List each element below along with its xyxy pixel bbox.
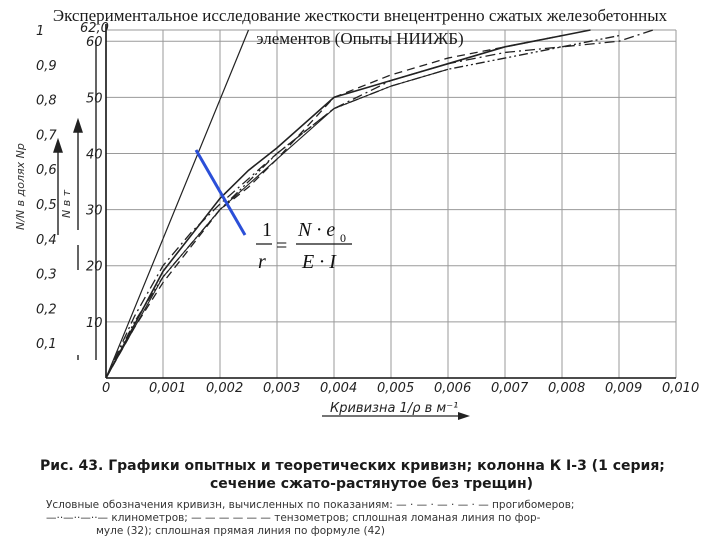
y-right-axis-label: N в т — [60, 189, 73, 218]
y-left-tick-label: 0,8 — [36, 94, 57, 109]
y-left-tick-label: 1 — [36, 24, 44, 39]
series-line-solid-thin — [105, 68, 449, 379]
chart-grid — [105, 29, 677, 378]
left-axis-arrows — [53, 40, 97, 360]
chart-series-group — [105, 29, 654, 379]
formula-pointer-line — [194, 149, 247, 236]
x-tick-label: 0,006 — [434, 381, 471, 396]
x-tick-label: 0,010 — [662, 381, 699, 396]
formula-rhs-subscript: 0 — [340, 231, 346, 245]
y-left-tick-label: 0,5 — [36, 198, 57, 213]
series-line-dash-dot — [105, 29, 654, 379]
x-tick-label: 0,007 — [491, 381, 529, 396]
y-right-tick-label: 10 — [86, 316, 103, 331]
x-tick-label: 0,008 — [548, 381, 585, 396]
y-right-tick-label: 50 — [86, 91, 103, 106]
formula-equals: = — [276, 235, 287, 257]
y-left-tick-label: 0,7 — [36, 128, 57, 143]
curvature-formula: 1 r = N · e 0 E · I — [256, 219, 352, 273]
series-line-solid-straight — [105, 29, 250, 379]
formula-lhs-denominator: r — [258, 251, 266, 273]
y-right-tick-label: 20 — [86, 260, 103, 275]
y-left-tick-label: 0,9 — [36, 59, 57, 74]
x-tick-label: 0,002 — [206, 381, 243, 396]
y-right-tick-label: 62,0 — [80, 21, 109, 36]
x-tick-label: 0,001 — [149, 381, 186, 396]
series-line-solid — [105, 29, 591, 379]
y-left-tick-label: 0,6 — [36, 163, 57, 178]
formula-rhs-denominator: E · I — [301, 251, 337, 273]
y-left-tick-label: 0,1 — [36, 337, 57, 352]
legend-line-1: Условные обозначения кривизн, вычисленны… — [46, 499, 574, 511]
y-left-tick-label: 0,4 — [36, 233, 57, 248]
chart-axes: 0 0,001 0,002 0,003 0,004 0,005 0,006 0,007 0,00… — [36, 21, 699, 396]
y-left-axis-label: N/N в долях Nр — [14, 143, 27, 230]
formula-lhs-numerator: 1 — [262, 219, 272, 241]
x-tick-label: 0,004 — [320, 381, 357, 396]
x-tick-label: 0 — [102, 381, 110, 396]
y-left-tick-label: 0,3 — [36, 268, 57, 283]
figure-caption-line-2: сечение сжато-растянутое без трещин) — [210, 476, 533, 492]
y-left-tick-label: 0,2 — [36, 302, 57, 317]
legend-line-3: муле (32); сплошная прямая линия по форм… — [96, 525, 385, 537]
figure-caption-line-1: Рис. 43. Графики опытных и теоретических… — [40, 458, 665, 474]
y-right-tick-label: 30 — [86, 204, 103, 219]
legend-line-2: —··—··—··— клинометров; — — — — — — тенз… — [46, 512, 541, 524]
x-axis-label: Кривизна 1/ρ в м⁻¹ — [330, 401, 458, 416]
x-axis-label-arrowhead — [458, 412, 470, 420]
y-right-tick-label: 40 — [86, 147, 103, 162]
x-tick-label: 0,005 — [377, 381, 414, 396]
formula-rhs-numerator: N · e — [297, 219, 335, 241]
x-tick-label: 0,003 — [263, 381, 300, 396]
slide-title: Экспериментальное исследование жесткости… — [52, 6, 668, 48]
x-tick-label: 0,009 — [605, 381, 642, 396]
y-right-tick-label: 60 — [86, 35, 103, 50]
